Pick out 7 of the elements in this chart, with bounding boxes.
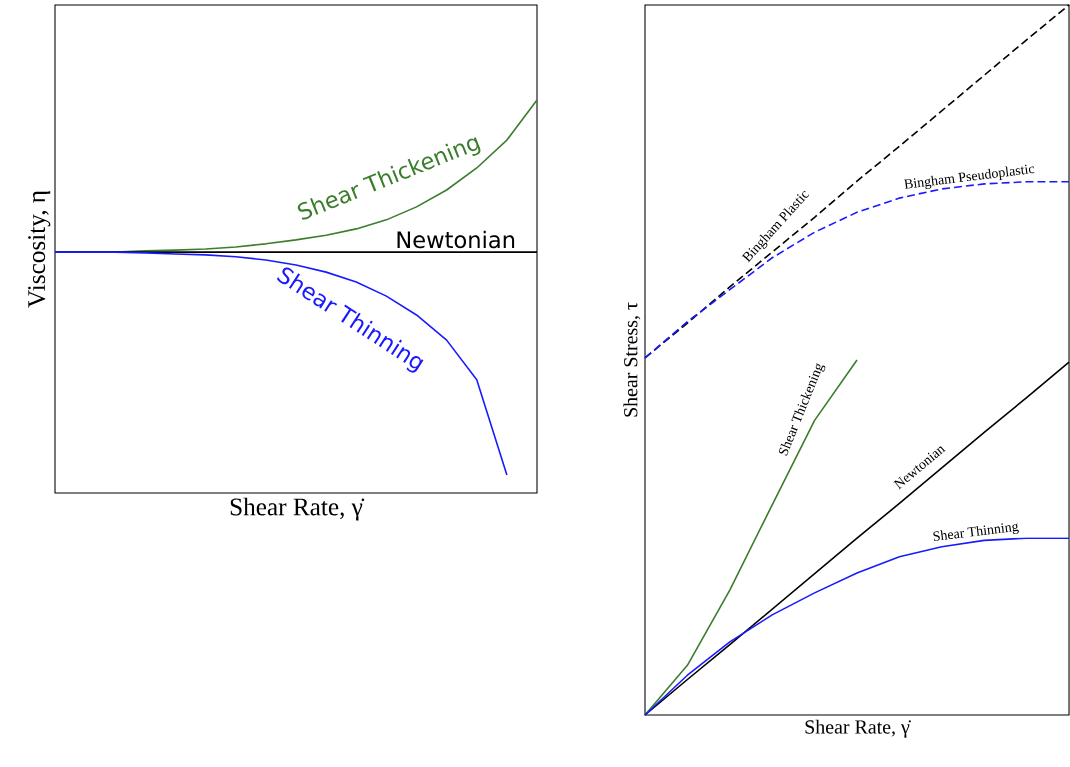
x-axis-title: Shear Rate, γ̇ [805, 719, 911, 738]
text: Shear Thinning [933, 523, 1019, 541]
series-label: Newtonian [397, 230, 515, 249]
x-axis-title: Shear Rate, γ̇ [230, 497, 365, 521]
y-axis-title: Shear Stress, τ [623, 302, 641, 417]
y-axis-title: Viscosity, η [28, 191, 51, 308]
text: Bingham Pseudoplastic [903, 164, 1035, 190]
